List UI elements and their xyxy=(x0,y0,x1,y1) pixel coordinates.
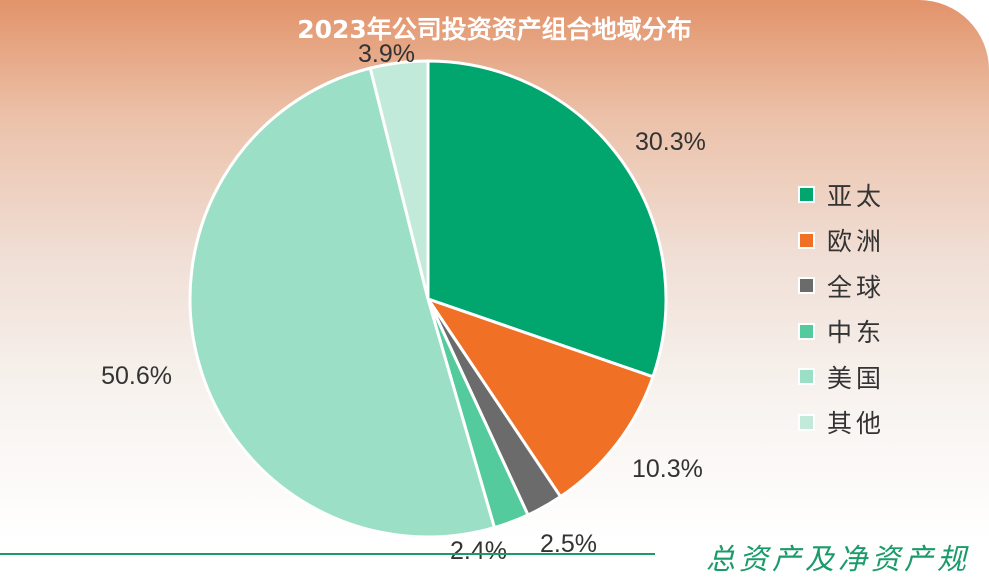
chart-title: 2023年公司投资资产组合地域分布 xyxy=(297,15,692,44)
legend-item-6: 其他 xyxy=(798,400,885,446)
slice-label-4: 2.4% xyxy=(450,537,507,565)
legend-label: 中东 xyxy=(827,318,886,348)
legend-swatch xyxy=(798,186,815,204)
legend-item-2: 欧洲 xyxy=(798,218,885,264)
pie-labels: 30.3%10.3%2.5%2.4%50.6%3.9% xyxy=(101,40,706,565)
legend-swatch xyxy=(798,277,815,295)
slice-label-1: 30.3% xyxy=(635,128,706,156)
legend-label: 亚太 xyxy=(827,181,886,211)
slice-label-2: 10.3% xyxy=(632,455,703,483)
section-heading: 总资产及净资产规 xyxy=(706,542,971,576)
chart-legend: 亚太欧洲全球中东美国其他 xyxy=(798,172,885,445)
legend-swatch xyxy=(798,413,815,431)
legend-item-5: 美国 xyxy=(798,354,885,400)
pie-slice-1 xyxy=(426,59,668,379)
slice-label-5: 50.6% xyxy=(101,362,172,390)
legend-item-4: 中东 xyxy=(798,309,885,355)
legend-label: 欧洲 xyxy=(827,227,886,257)
legend-item-3: 全球 xyxy=(798,263,885,309)
section-divider xyxy=(0,553,655,555)
slice-label-6: 3.9% xyxy=(358,40,415,68)
pie-slice-6 xyxy=(368,59,430,300)
pie-slice-5 xyxy=(188,66,497,539)
pie-slices xyxy=(188,59,668,539)
legend-swatch xyxy=(798,231,815,249)
legend-swatch xyxy=(798,322,815,340)
legend-swatch xyxy=(798,368,815,386)
legend-item-1: 亚太 xyxy=(798,172,885,218)
legend-label: 全球 xyxy=(827,272,886,302)
legend-label: 其他 xyxy=(827,409,886,439)
pie-slice-2 xyxy=(424,296,655,499)
legend-label: 美国 xyxy=(827,363,886,393)
